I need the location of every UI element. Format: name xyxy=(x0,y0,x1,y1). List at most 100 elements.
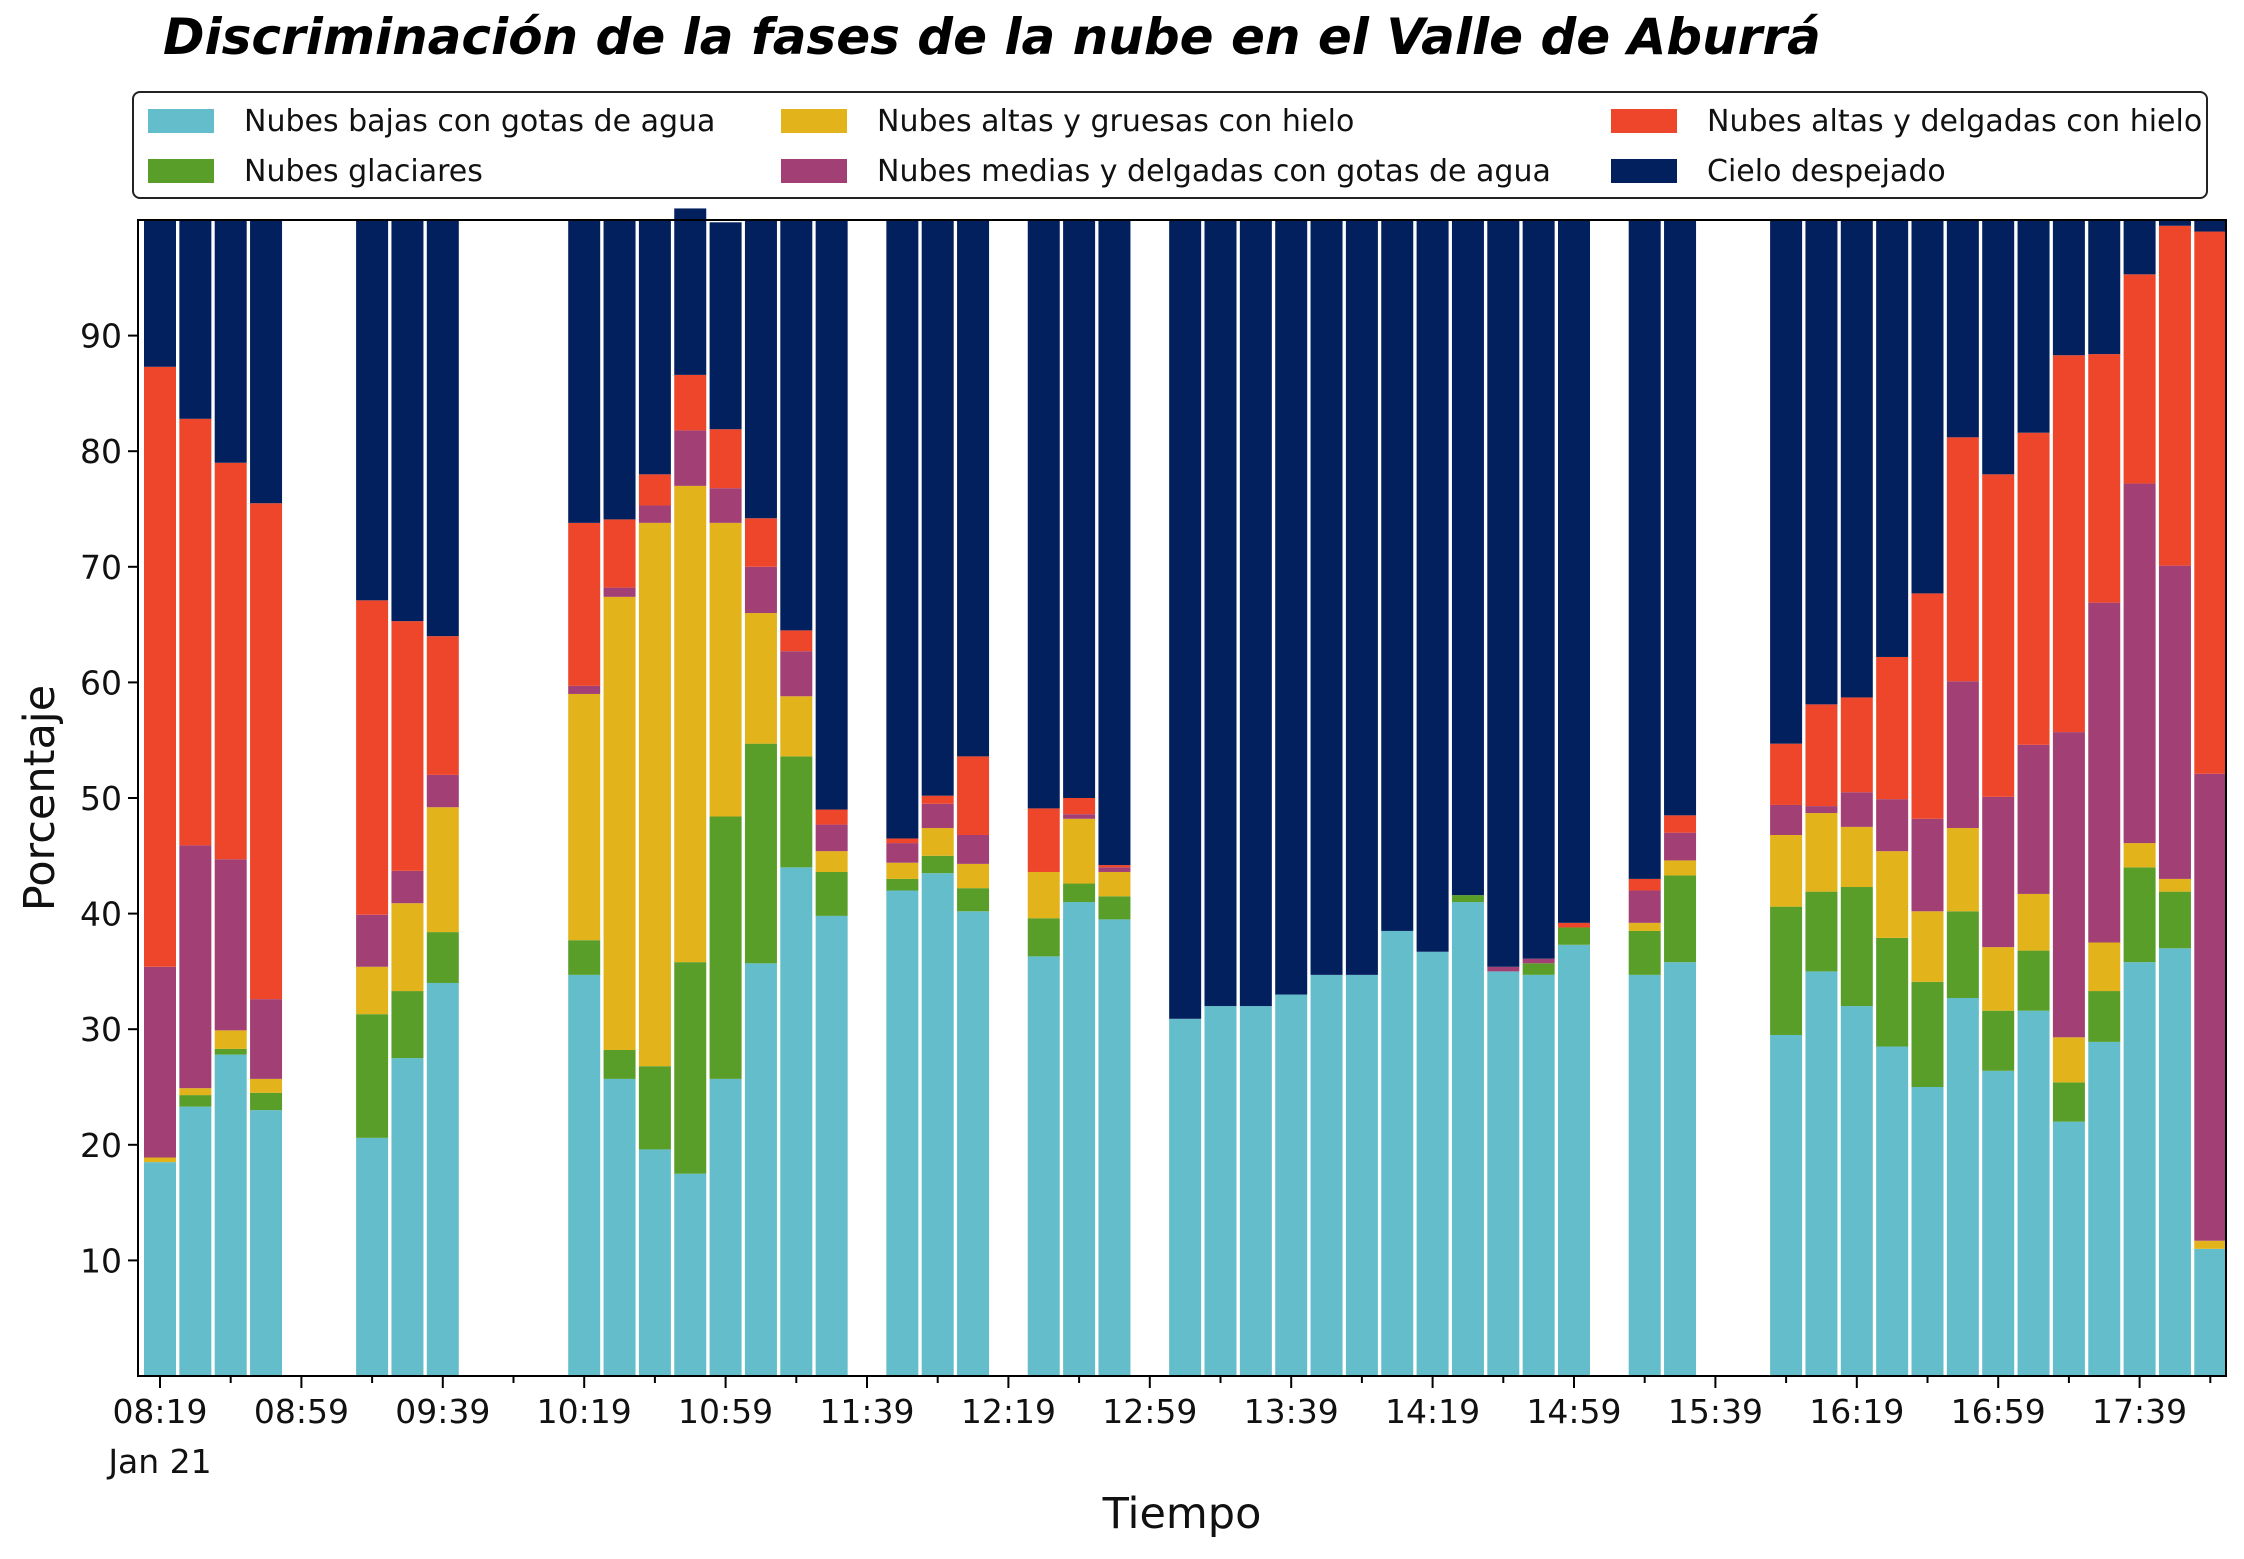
bar-segment-glaciares-1429 xyxy=(1451,895,1484,903)
bar-segment-glaciares-0829 xyxy=(179,1095,212,1107)
bar-segment-altas_gruesas-0839 xyxy=(214,1030,247,1049)
bar-segment-medias_delgadas-1039 xyxy=(638,505,671,523)
bar-segment-altas_delgadas-1149 xyxy=(886,838,919,844)
bar-segment-glaciares-1019 xyxy=(568,940,601,975)
x-tick-label: 10:59 xyxy=(678,1392,773,1431)
bar-segment-nubes_bajas-0919 xyxy=(356,1137,389,1376)
y-tick-label: 90 xyxy=(80,317,122,356)
bar-segment-glaciares-0919 xyxy=(356,1014,389,1138)
bar-segment-altas_gruesas-1029 xyxy=(603,596,636,1051)
y-axis-label: Porcentaje xyxy=(15,685,65,911)
bar-segment-glaciares-1119 xyxy=(780,756,813,868)
x-tick-label: 11:39 xyxy=(819,1392,914,1431)
bar-segment-despejado-1459 xyxy=(1558,220,1590,923)
bar-segment-glaciares-0929 xyxy=(391,991,424,1059)
bar-segment-glaciares-1149 xyxy=(886,878,919,891)
bar-segment-nubes_bajas-1439 xyxy=(1487,971,1520,1376)
bar-segment-altas_gruesas-1119 xyxy=(780,696,813,757)
y-tick-label: 50 xyxy=(80,779,122,818)
bar-segment-glaciares-0939 xyxy=(426,932,459,983)
legend-swatch-altas-gruesas xyxy=(781,109,847,133)
bar-segment-despejado-1309 xyxy=(1169,220,1202,1019)
bar-segment-altas_delgadas-1109 xyxy=(744,518,777,567)
bar-segment-altas_gruesas-1629 xyxy=(1876,851,1909,938)
bar-segment-altas_gruesas-1209 xyxy=(957,863,990,889)
x-tick-label: 15:39 xyxy=(1668,1392,1763,1431)
bar-segment-nubes_bajas-0939 xyxy=(426,982,459,1376)
bar-segment-despejado-1559 xyxy=(1770,220,1803,744)
legend-swatch-despejado xyxy=(1611,159,1677,183)
bar-segment-despejado-0839 xyxy=(214,220,247,463)
bar-segment-altas_gruesas-1729 xyxy=(2088,942,2121,992)
bar-segment-despejado-1439 xyxy=(1487,220,1520,967)
bar-segment-medias_delgadas-1029 xyxy=(603,587,636,597)
x-tick-label: 14:59 xyxy=(1526,1392,1621,1431)
legend-item-altas-delgadas: Nubes altas y delgadas con hielo xyxy=(1611,101,2202,141)
bar-segment-despejado-1649 xyxy=(1946,220,1979,438)
bar-segment-medias_delgadas-0919 xyxy=(356,914,389,967)
bar-segment-despejado-1039 xyxy=(638,220,671,475)
bar-segment-glaciares-1249 xyxy=(1098,896,1131,920)
y-axis: 10 20 30 40 50 60 70 80 90 xyxy=(80,317,138,1280)
bar-segment-altas_delgadas-1459 xyxy=(1558,922,1590,928)
bar-segment-altas_gruesas-1229 xyxy=(1027,871,1060,919)
bar-segment-glaciares-1029 xyxy=(603,1050,636,1079)
bar-segment-altas_delgadas-0839 xyxy=(214,462,247,860)
bar-segment-altas_gruesas-1749 xyxy=(2158,878,2191,892)
bar-segment-nubes_bajas-1309 xyxy=(1169,1018,1202,1376)
bar-segment-altas_delgadas-1249 xyxy=(1098,865,1131,868)
bar-segment-nubes_bajas-1709 xyxy=(2017,1010,2050,1376)
bar-segment-altas_delgadas-1119 xyxy=(780,630,813,652)
bar-segment-despejado-1759 xyxy=(2194,220,2227,232)
bar-segment-nubes_bajas-1619 xyxy=(1840,1006,1873,1376)
bar-segment-despejado-1359 xyxy=(1345,220,1378,975)
bar-segment-altas_delgadas-0929 xyxy=(391,621,424,871)
bar-segment-nubes_bajas-1129 xyxy=(815,915,848,1376)
bar-segment-despejado-1329 xyxy=(1239,220,1272,1007)
legend-label-glaciares: Nubes glaciares xyxy=(244,153,483,189)
bar-segment-altas_gruesas-1149 xyxy=(886,862,919,879)
bar-segment-nubes_bajas-0829 xyxy=(179,1106,212,1376)
bar-segment-altas_gruesas-1529 xyxy=(1664,860,1697,876)
bar-segment-nubes_bajas-0839 xyxy=(214,1054,247,1376)
bar-segment-altas_delgadas-1059 xyxy=(709,429,742,489)
bars-layer xyxy=(144,208,2227,1376)
legend-swatch-altas-delgadas xyxy=(1611,109,1677,133)
bar-segment-medias_delgadas-1529 xyxy=(1664,832,1697,861)
x-tick-label: 12:59 xyxy=(1102,1392,1197,1431)
bar-segment-altas_delgadas-0819 xyxy=(144,366,176,967)
y-tick-label: 30 xyxy=(80,1010,122,1049)
x-tick-label: 08:59 xyxy=(254,1392,349,1431)
bar-segment-despejado-1729 xyxy=(2088,220,2121,355)
bar-segment-despejado-1239 xyxy=(1063,220,1096,798)
bar-segment-altas_delgadas-1229 xyxy=(1027,808,1060,872)
bar-segment-medias_delgadas-1119 xyxy=(780,651,813,697)
bar-segment-despejado-1709 xyxy=(2017,220,2050,433)
bar-segment-despejado-1349 xyxy=(1310,220,1343,975)
bar-segment-despejado-1319 xyxy=(1204,220,1237,1007)
bar-segment-despejado-1609 xyxy=(1805,220,1838,705)
bar-segment-medias_delgadas-1719 xyxy=(2052,732,2085,1038)
bar-segment-nubes_bajas-1119 xyxy=(780,867,813,1376)
bar-segment-glaciares-1619 xyxy=(1840,887,1873,1007)
bar-segment-glaciares-1709 xyxy=(2017,950,2050,1011)
bar-segment-nubes_bajas-1419 xyxy=(1416,951,1449,1376)
bar-segment-nubes_bajas-1719 xyxy=(2052,1121,2085,1376)
bar-segment-nubes_bajas-1649 xyxy=(1946,997,1979,1376)
bar-segment-nubes_bajas-0819 xyxy=(144,1162,176,1376)
bar-segment-altas_gruesas-1609 xyxy=(1805,813,1838,892)
legend-label-altas-delgadas: Nubes altas y delgadas con hielo xyxy=(1707,103,2203,139)
bar-segment-despejado-1739 xyxy=(2123,220,2156,275)
x-tick-label: 13:39 xyxy=(1244,1392,1339,1431)
bar-segment-despejado-1119 xyxy=(780,220,813,631)
bar-segment-despejado-1749 xyxy=(2158,220,2191,226)
x-tick-label: 16:59 xyxy=(1951,1392,2046,1431)
bar-segment-despejado-1159 xyxy=(921,220,954,796)
bar-segment-medias_delgadas-1049 xyxy=(674,430,707,486)
bar-segment-nubes_bajas-1109 xyxy=(744,963,777,1376)
bar-segment-glaciares-1659 xyxy=(1982,1010,2015,1071)
bar-segment-altas_gruesas-1739 xyxy=(2123,843,2156,868)
bar-segment-medias_delgadas-1559 xyxy=(1770,804,1803,835)
bar-segment-medias_delgadas-1519 xyxy=(1628,890,1661,923)
